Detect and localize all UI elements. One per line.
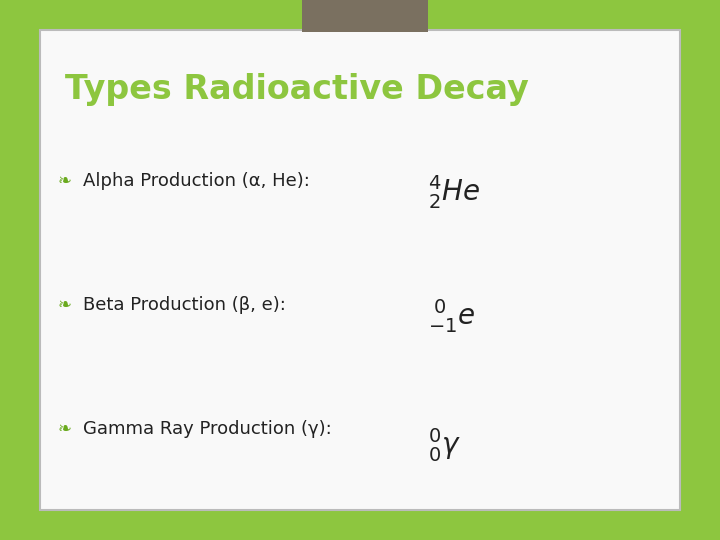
Text: Alpha Production (α, He):: Alpha Production (α, He): [83, 172, 310, 190]
Text: $\mathregular{^0_0}\mathit{\gamma}$: $\mathregular{^0_0}\mathit{\gamma}$ [428, 427, 462, 464]
Text: ❧: ❧ [58, 172, 72, 190]
Text: $\mathregular{^4_2}\mathit{He}$: $\mathregular{^4_2}\mathit{He}$ [428, 173, 480, 211]
Text: Beta Production (β, e):: Beta Production (β, e): [83, 296, 286, 314]
Text: $\mathregular{^{\;0}_{-1}}\mathit{e}$: $\mathregular{^{\;0}_{-1}}\mathit{e}$ [428, 297, 476, 335]
Text: ❧: ❧ [58, 420, 72, 438]
Text: Types Radioactive Decay: Types Radioactive Decay [65, 72, 528, 106]
Text: Gamma Ray Production (γ):: Gamma Ray Production (γ): [83, 420, 331, 438]
Bar [302, 0, 428, 32]
FancyBboxPatch shape [40, 30, 680, 510]
Text: ❧: ❧ [58, 296, 72, 314]
